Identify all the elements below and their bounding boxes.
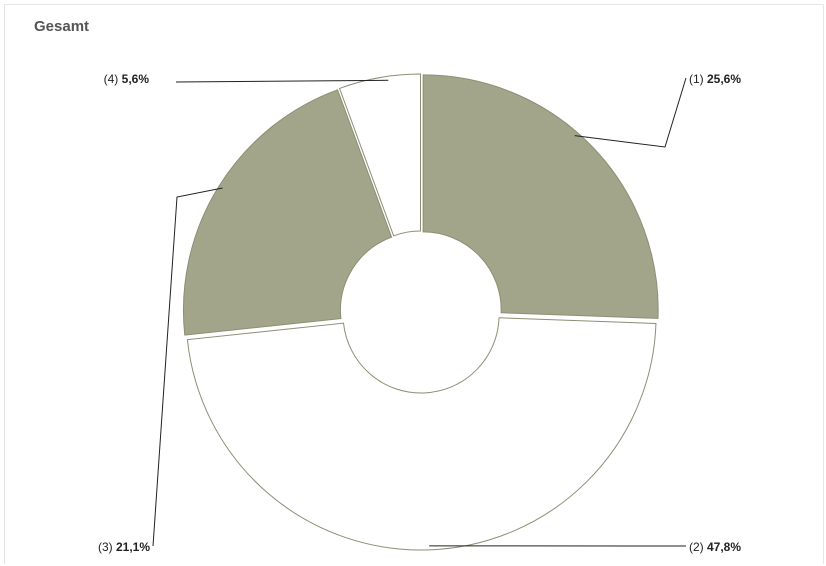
- slice-value: 25,6%: [707, 72, 741, 86]
- slice-index: (2): [689, 540, 707, 554]
- slice-index: (4): [104, 72, 122, 86]
- slice-label-3: (3) 21,1%: [98, 540, 150, 554]
- slice-index: (3): [98, 540, 116, 554]
- slice-label-4: (4) 5,6%: [104, 72, 150, 86]
- slice-value: 47,8%: [707, 540, 741, 554]
- donut-slice-4[interactable]: [338, 73, 421, 237]
- leader-line-4: [175, 79, 389, 83]
- slice-index: (1): [689, 72, 707, 86]
- slice-label-2: (2) 47,8%: [689, 540, 741, 554]
- leader-line-3: [152, 187, 223, 547]
- donut-slice-3[interactable]: [182, 89, 393, 336]
- leader-line-1: [574, 77, 687, 148]
- donut-slice-2[interactable]: [186, 317, 657, 551]
- donut-slice-1[interactable]: [422, 74, 659, 319]
- slice-value: 5,6%: [122, 72, 150, 86]
- slice-value: 21,1%: [116, 540, 150, 554]
- chart-title: Gesamt: [34, 18, 90, 35]
- slice-label-1: (1) 25,6%: [689, 72, 741, 86]
